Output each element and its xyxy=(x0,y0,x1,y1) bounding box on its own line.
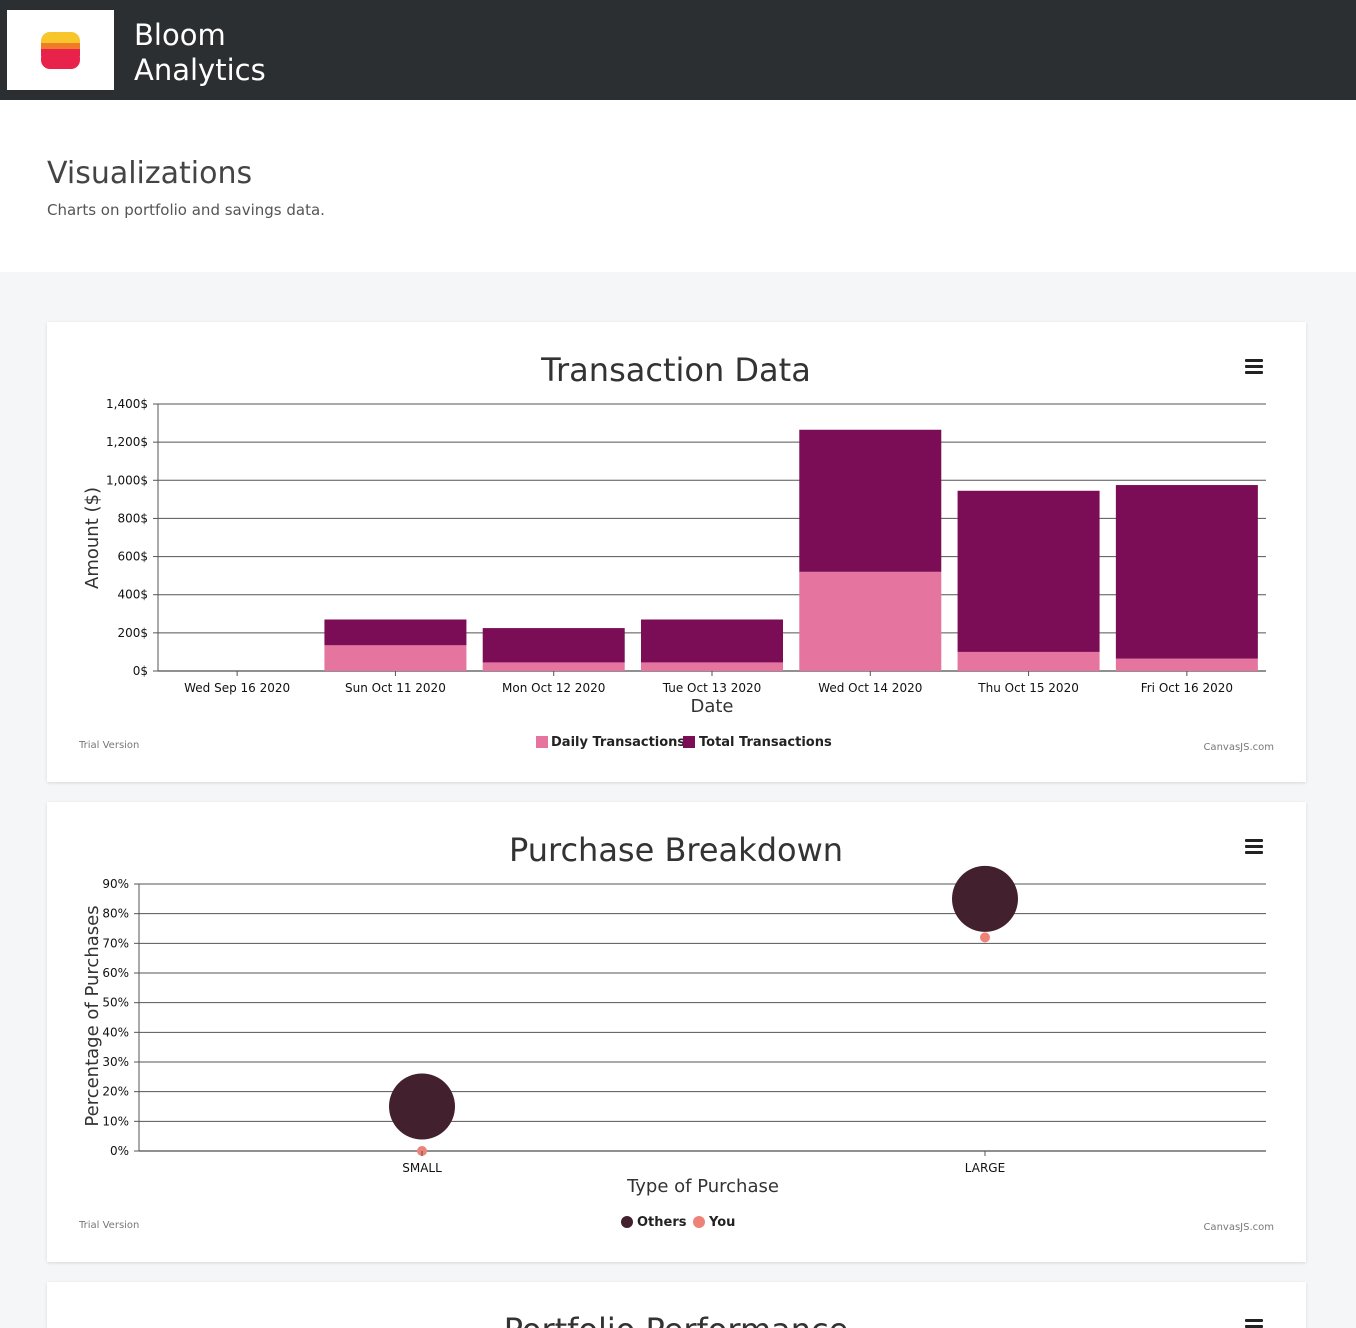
point-others[interactable] xyxy=(389,1073,455,1140)
x-tick-label: Thu Oct 15 2020 xyxy=(977,681,1079,695)
legend-swatch-you xyxy=(693,1216,705,1228)
bar-total[interactable] xyxy=(957,490,1100,652)
legend-label-daily[interactable]: Daily Transactions xyxy=(551,735,685,750)
bar-total[interactable] xyxy=(799,429,942,572)
brand-line-1: Bloom xyxy=(134,18,226,52)
legend-label-you[interactable]: You xyxy=(708,1215,735,1230)
y-tick-label: 10% xyxy=(102,1114,129,1128)
canvasjs-credit-link[interactable]: CanvasJS.com xyxy=(1203,742,1274,753)
page-subtitle: Charts on portfolio and savings data. xyxy=(47,201,325,219)
hamburger-icon-bar xyxy=(1245,371,1263,374)
chart-menu-button[interactable] xyxy=(1242,356,1266,378)
x-tick-label: Mon Oct 12 2020 xyxy=(502,681,605,695)
y-tick-label: 0$ xyxy=(133,664,148,678)
hamburger-icon-bar xyxy=(1245,1325,1263,1328)
y-tick-label: 30% xyxy=(102,1055,129,1069)
page-header: Visualizations Charts on portfolio and s… xyxy=(0,100,1356,272)
bar-total[interactable] xyxy=(324,619,467,646)
y-tick-label: 70% xyxy=(102,936,129,950)
x-axis-title: Date xyxy=(690,696,733,717)
chart-title: Purchase Breakdown xyxy=(509,831,843,869)
point-others[interactable] xyxy=(952,865,1018,932)
bloom-logo-icon xyxy=(41,32,80,69)
bar-daily[interactable] xyxy=(482,662,625,671)
y-axis-title: Amount ($) xyxy=(82,487,103,589)
x-tick-label: SMALL xyxy=(402,1161,442,1175)
trial-version-label: Trial Version xyxy=(78,1220,139,1231)
y-tick-label: 0% xyxy=(110,1144,129,1158)
trial-version-label: Trial Version xyxy=(78,740,139,751)
bar-daily[interactable] xyxy=(957,651,1100,671)
navbar: Bloom Analytics xyxy=(0,0,1356,100)
hamburger-icon xyxy=(1245,839,1263,842)
bar-daily[interactable] xyxy=(799,571,942,671)
y-tick-label: 60% xyxy=(102,966,129,980)
y-axis-title: Percentage of Purchases xyxy=(82,905,103,1126)
portfolio-chart: Portfolio Performance xyxy=(504,1311,849,1328)
page-title: Visualizations xyxy=(47,156,253,191)
legend-swatch-others xyxy=(621,1216,633,1228)
canvasjs-credit-link[interactable]: CanvasJS.com xyxy=(1203,1222,1274,1233)
hamburger-icon-bar xyxy=(1245,845,1263,848)
bar-daily[interactable] xyxy=(1115,658,1258,671)
chart-legend[interactable]: Daily Transactions Total Transactions xyxy=(536,735,832,750)
y-tick-label: 20% xyxy=(102,1085,129,1099)
y-tick-label: 400$ xyxy=(117,588,148,602)
point-you[interactable] xyxy=(980,932,990,943)
x-axis-title: Type of Purchase xyxy=(626,1176,779,1197)
bar-daily[interactable] xyxy=(641,662,783,671)
x-tick-label: Tue Oct 13 2020 xyxy=(662,681,762,695)
logo[interactable] xyxy=(7,10,114,90)
hamburger-icon-bar xyxy=(1245,851,1263,854)
y-tick-label: 1,200$ xyxy=(106,435,148,449)
bar-daily[interactable] xyxy=(324,645,467,671)
x-tick-label: Fri Oct 16 2020 xyxy=(1141,681,1233,695)
purchase-chart-card: Purchase Breakdown 0% 10% 20% 30% 40% 50% 60% 7… xyxy=(47,802,1306,1262)
brand-name[interactable]: Bloom Analytics xyxy=(134,18,266,88)
y-tick-label: 90% xyxy=(102,877,129,891)
x-tick-label: LARGE xyxy=(965,1161,1005,1175)
legend-label-others[interactable]: Others xyxy=(637,1215,687,1230)
hamburger-icon xyxy=(1245,359,1263,362)
bar-total[interactable] xyxy=(1115,485,1258,659)
chart-legend[interactable]: Others You xyxy=(621,1215,735,1230)
y-tick-label: 40% xyxy=(102,1025,129,1039)
x-tick-label: Wed Sep 16 2020 xyxy=(184,681,290,695)
x-tick-label: Sun Oct 11 2020 xyxy=(345,681,446,695)
y-tick-label: 1,000$ xyxy=(106,473,148,487)
hamburger-icon xyxy=(1245,1319,1263,1322)
bar-total[interactable] xyxy=(641,619,783,663)
legend-label-total[interactable]: Total Transactions xyxy=(699,735,832,750)
y-tick-label: 200$ xyxy=(117,626,148,640)
y-tick-label: 600$ xyxy=(117,550,148,564)
legend-swatch-total xyxy=(683,736,695,748)
x-tick-label: Wed Oct 14 2020 xyxy=(818,681,922,695)
transaction-chart: Transaction Data 0$ 200$ 400$ 600$ 800$ 1,000… xyxy=(78,351,1274,753)
transaction-chart-card: Transaction Data 0$ 200$ 400$ 600$ 800$ 1,000… xyxy=(47,322,1306,782)
y-tick-label: 50% xyxy=(102,996,129,1010)
chart-title: Portfolio Performance xyxy=(504,1311,849,1328)
chart-title: Transaction Data xyxy=(540,351,811,389)
y-tick-label: 80% xyxy=(102,907,129,921)
legend-swatch-daily xyxy=(536,736,548,748)
chart-menu-button[interactable] xyxy=(1242,1316,1266,1328)
bar-total[interactable] xyxy=(482,628,625,663)
hamburger-icon-bar xyxy=(1245,365,1263,368)
y-tick-label: 800$ xyxy=(117,511,148,525)
y-tick-label: 1,400$ xyxy=(106,397,148,411)
chart-menu-button[interactable] xyxy=(1242,836,1266,858)
purchase-chart: Purchase Breakdown 0% 10% 20% 30% 40% 50% 60% 7… xyxy=(78,831,1274,1233)
brand-line-2: Analytics xyxy=(134,53,266,87)
portfolio-chart-card: Portfolio Performance xyxy=(47,1282,1306,1328)
